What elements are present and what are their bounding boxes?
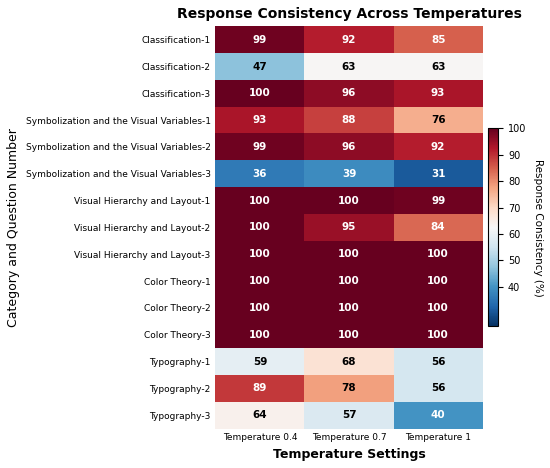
Text: 100: 100 [249,330,271,340]
Text: 100: 100 [249,222,271,233]
Title: Response Consistency Across Temperatures: Response Consistency Across Temperatures [177,7,521,21]
Text: 96: 96 [342,142,356,152]
Y-axis label: Category and Question Number: Category and Question Number [7,128,20,327]
Text: 36: 36 [252,169,267,179]
Text: 40: 40 [431,410,446,420]
Text: 76: 76 [431,115,446,125]
Text: 100: 100 [338,303,360,313]
Text: 100: 100 [427,276,449,286]
Text: 47: 47 [252,61,267,72]
Text: 100: 100 [427,303,449,313]
Text: 89: 89 [253,383,267,394]
Text: 100: 100 [338,276,360,286]
Text: 100: 100 [249,276,271,286]
Text: 93: 93 [431,88,446,98]
Y-axis label: Response Consistency (%): Response Consistency (%) [533,159,543,296]
Text: 100: 100 [249,249,271,259]
Text: 100: 100 [338,330,360,340]
Text: 68: 68 [342,357,356,366]
Text: 93: 93 [253,115,267,125]
Text: 92: 92 [431,142,446,152]
Text: 56: 56 [431,383,446,394]
Text: 31: 31 [431,169,446,179]
X-axis label: Temperature Settings: Temperature Settings [273,448,425,461]
Text: 100: 100 [249,88,271,98]
Text: 100: 100 [427,249,449,259]
Text: 92: 92 [342,35,356,44]
Text: 100: 100 [249,196,271,205]
Text: 100: 100 [427,330,449,340]
Text: 96: 96 [342,88,356,98]
Text: 99: 99 [253,35,267,44]
Text: 84: 84 [431,222,446,233]
Text: 95: 95 [342,222,356,233]
Text: 63: 63 [342,61,356,72]
Text: 100: 100 [249,303,271,313]
Text: 88: 88 [342,115,356,125]
Text: 100: 100 [338,249,360,259]
Text: 57: 57 [342,410,356,420]
Text: 78: 78 [342,383,356,394]
Text: 39: 39 [342,169,356,179]
Text: 56: 56 [431,357,446,366]
Text: 63: 63 [431,61,446,72]
Text: 85: 85 [431,35,446,44]
Text: 59: 59 [253,357,267,366]
Text: 100: 100 [338,196,360,205]
Text: 64: 64 [252,410,267,420]
Text: 99: 99 [253,142,267,152]
Text: 99: 99 [431,196,446,205]
